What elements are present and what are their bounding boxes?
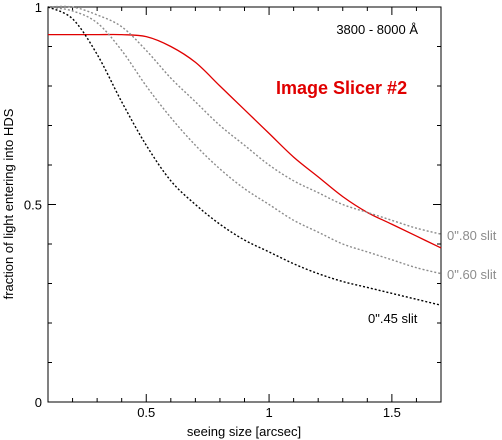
slicer-label: Image Slicer #2 <box>276 78 407 98</box>
series-line-2 <box>47 6 442 275</box>
x-tick-label: 0.5 <box>137 405 155 420</box>
series-label-80-slit: 0".80 slit <box>447 228 497 243</box>
series-line-0 <box>48 33 442 249</box>
series-line-1 <box>47 5 442 235</box>
y-tick-label: 1 <box>35 0 42 15</box>
series-line-3 <box>47 6 442 306</box>
series-label-45-slit: 0".45 slit <box>368 311 418 326</box>
x-tick-label: 1.5 <box>383 405 401 420</box>
tick-labels: 0.5 1 1.5 0 0.5 1 <box>24 0 401 420</box>
x-axis-title: seeing size [arcsec] <box>187 424 301 439</box>
wavelength-range-label: 3800 - 8000 Å <box>336 22 418 37</box>
series-layer <box>47 5 442 306</box>
y-axis-title: fraction of light entering into HDS <box>1 108 16 299</box>
series-label-60-slit: 0".60 slit <box>447 267 497 282</box>
plot-area <box>47 6 442 403</box>
y-tick-label: 0 <box>35 395 42 410</box>
x-tick-label: 1 <box>265 405 272 420</box>
tick-marks <box>48 6 441 403</box>
y-tick-label: 0.5 <box>24 198 42 213</box>
